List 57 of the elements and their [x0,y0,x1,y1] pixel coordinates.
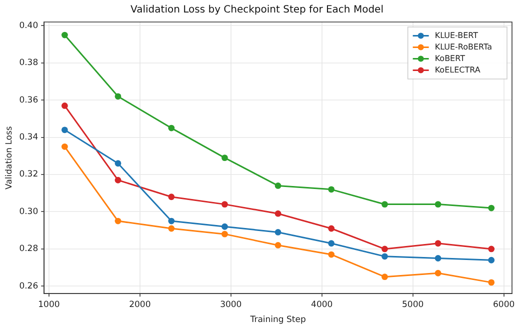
point [434,270,442,276]
point [114,93,122,100]
point [434,240,442,247]
point [328,225,335,232]
point [114,176,122,184]
x-tick-label: 3000 [220,300,242,310]
point [488,279,495,286]
y-tick-label: 0.38 [19,58,38,68]
point [222,154,228,161]
point [274,229,282,236]
point [274,242,282,248]
y-tick-label: 0.28 [19,244,38,254]
point [222,223,228,230]
legend-label: KoELECTRA [434,65,481,74]
point [222,230,228,238]
point [114,160,122,167]
point [328,240,335,247]
point [61,102,68,109]
point [274,182,282,189]
point [168,218,175,224]
point [488,256,495,264]
chart-title: Validation Loss by Checkpoint Step for Each Model [130,4,384,16]
point [328,251,335,258]
point [488,204,495,212]
y-tick-label: 0.40 [19,20,38,31]
point [168,225,175,232]
point [434,255,442,262]
point [168,124,175,132]
point [61,32,68,38]
legend-label: KLUE-BERT [434,30,478,40]
x-tick-label: 6000 [492,300,515,310]
y-tick-label: 0.26 [19,281,38,292]
point [434,201,442,208]
y-axis-title: Validation Loss [4,126,14,190]
point [61,126,68,134]
y-tick-label: 0.34 [19,132,38,143]
point [274,210,282,217]
point [222,201,228,208]
x-axis-title: Training Step [249,315,306,326]
x-tick-label: 5000 [402,300,424,310]
x-tick-label: 1000 [38,300,60,310]
x-tick-label: 4000 [311,300,333,310]
point [114,218,122,224]
point [382,201,388,208]
point [488,246,495,252]
legend-label: KoBERT [434,54,466,63]
y-tick-label: 0.36 [19,95,38,106]
x-tick-label: 2000 [129,300,151,310]
legend-label: KLUE-RoBERTa [434,42,492,52]
y-tick-label: 0.30 [19,206,38,217]
point [168,194,175,200]
point [382,253,388,260]
point [61,143,68,150]
point [382,246,388,252]
point [328,186,335,193]
y-tick-label: 0.32 [19,170,38,180]
point [382,274,388,280]
